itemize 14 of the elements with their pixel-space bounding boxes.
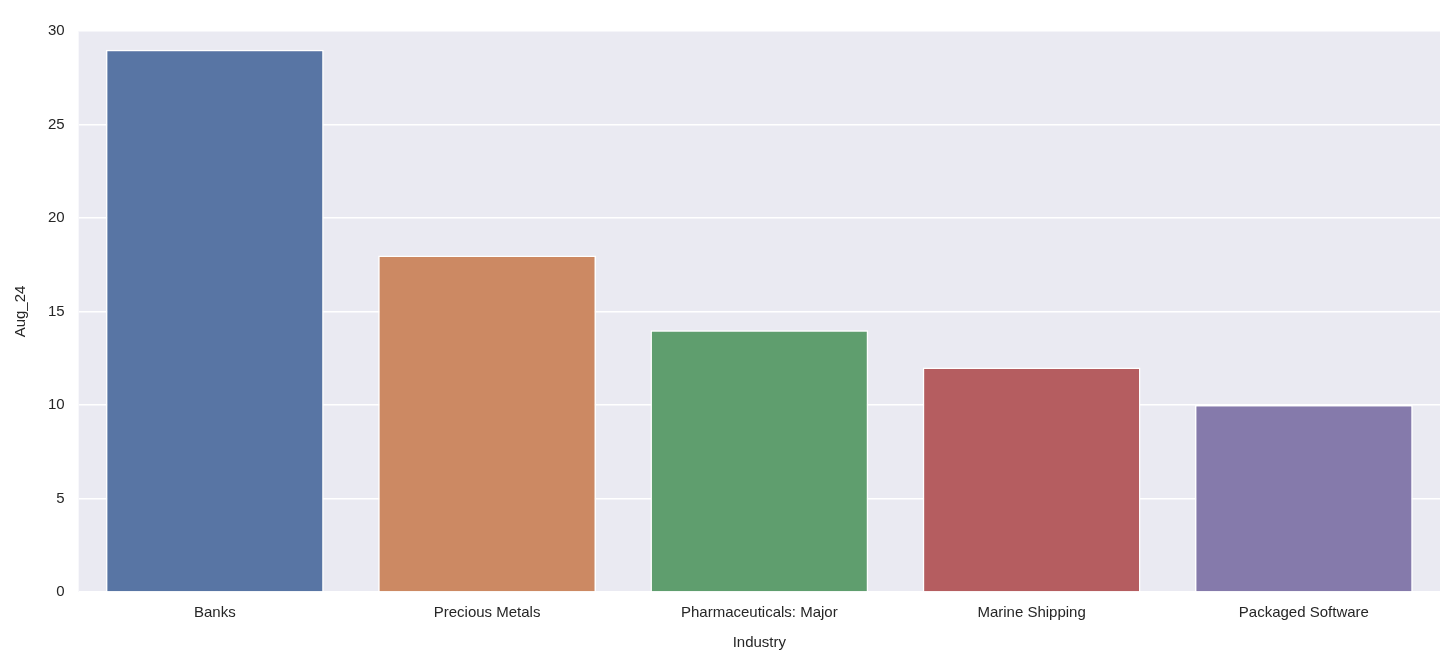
y-tick-label: 25 [48,114,65,132]
y-tick-label: 15 [48,301,65,319]
x-tick-label: Pharmaceuticals: Major [680,603,838,621]
x-tick-label: Banks [193,603,236,621]
x-axis-title: Industry [732,633,787,651]
x-tick-label: Marine Shipping [977,603,1086,621]
y-tick-label: 30 [48,21,65,39]
x-tick-label: Precious Metals [433,603,541,621]
x-tick-label: Packaged Software [1238,603,1369,621]
y-tick-label: 5 [56,488,65,506]
y-tick-label: 10 [48,395,65,413]
y-tick-label: 0 [56,582,65,600]
y-axis-title: Aug_24 [11,285,29,338]
y-tick-label: 20 [48,208,65,226]
